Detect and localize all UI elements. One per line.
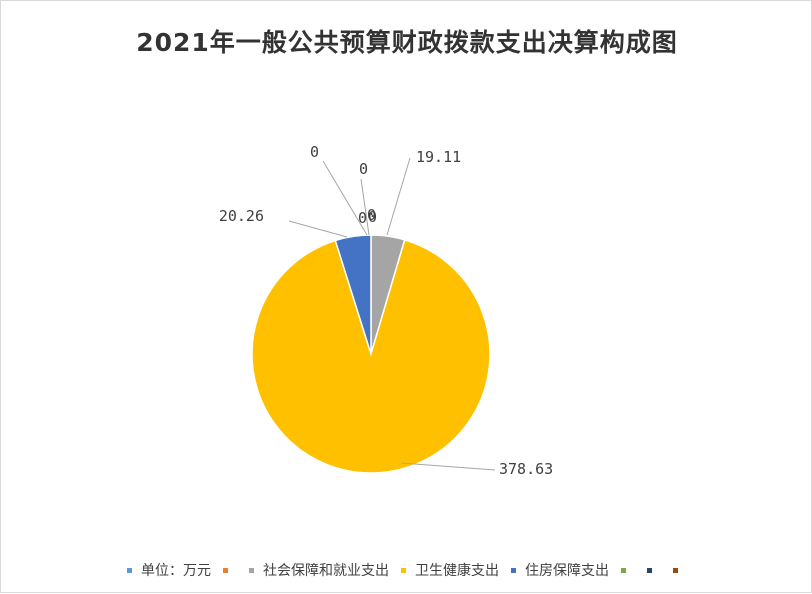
- legend-item-5: [621, 567, 635, 573]
- legend-swatch: [621, 567, 626, 573]
- leader-line-2: [386, 157, 411, 236]
- data-label-6: 0: [358, 209, 367, 227]
- legend-item-3: 卫生健康支出: [401, 560, 499, 580]
- leader-line-4: [288, 220, 348, 238]
- data-label-7: 0: [367, 206, 376, 224]
- leader-line-3: [400, 462, 496, 471]
- legend-swatch: [511, 567, 516, 573]
- legend: 单位：万元 社会保障和就业支出 卫生健康支出 住房保障支出: [1, 560, 812, 580]
- legend-swatch: [249, 567, 254, 573]
- data-label-2: 19.11: [416, 148, 461, 166]
- data-label-4: 20.26: [219, 207, 264, 225]
- legend-item-7: [673, 567, 687, 573]
- legend-label: 卫生健康支出: [415, 563, 499, 579]
- leader-line-5: [360, 178, 370, 236]
- data-label-1: 0: [310, 143, 319, 161]
- legend-item-4: 住房保障支出: [511, 560, 609, 580]
- legend-item-2: 社会保障和就业支出: [249, 560, 389, 580]
- legend-item-6: [647, 567, 661, 573]
- pie-slice-3: [251, 238, 491, 474]
- data-label-8: 0: [368, 208, 377, 226]
- legend-item-0: 单位：万元: [127, 560, 211, 580]
- legend-swatch: [127, 567, 132, 573]
- pie-slice-4: [334, 234, 372, 355]
- legend-label: 住房保障支出: [525, 563, 609, 579]
- leader-line-1: [322, 160, 368, 236]
- legend-swatch: [647, 567, 652, 573]
- legend-label: 单位：万元: [141, 563, 211, 579]
- data-label-5: 0: [359, 160, 368, 178]
- chart-title: 2021年一般公共预算财政拨款支出决算构成图: [136, 28, 678, 57]
- legend-swatch: [223, 567, 228, 573]
- legend-swatch: [673, 567, 678, 573]
- legend-swatch: [401, 567, 406, 573]
- data-label-3: 378.63: [499, 460, 553, 478]
- legend-label: 社会保障和就业支出: [263, 563, 389, 579]
- legend-item-1: [223, 567, 237, 573]
